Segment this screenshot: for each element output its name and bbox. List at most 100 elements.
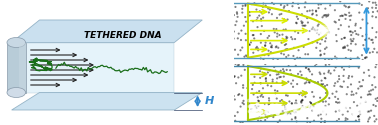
- Point: [346, 12, 352, 14]
- Text: H: H: [372, 26, 378, 36]
- Point: [312, 29, 318, 31]
- Point: [326, 112, 332, 114]
- Point: [243, 33, 249, 35]
- Point: [367, 117, 373, 119]
- Point: [365, 94, 371, 96]
- Point: [268, 46, 274, 48]
- Point: [333, 21, 339, 23]
- Point: [257, 70, 263, 72]
- Point: [304, 81, 310, 83]
- Point: [356, 12, 363, 14]
- Point: [277, 119, 283, 121]
- Point: [373, 36, 378, 38]
- Point: [295, 104, 301, 106]
- Point: [309, 110, 315, 112]
- Point: [343, 112, 349, 114]
- Point: [271, 66, 277, 68]
- Point: [322, 121, 328, 123]
- Point: [311, 120, 317, 122]
- Point: [286, 104, 292, 106]
- Point: [235, 16, 241, 18]
- Point: [281, 76, 287, 78]
- Point: [293, 65, 299, 67]
- Point: [332, 9, 338, 11]
- Point: [366, 90, 372, 92]
- Point: [234, 20, 240, 22]
- Point: [302, 53, 308, 55]
- Point: [276, 108, 282, 110]
- Point: [332, 82, 338, 84]
- Point: [288, 73, 294, 75]
- Point: [346, 26, 352, 28]
- Point: [309, 14, 315, 16]
- Point: [318, 54, 324, 56]
- Point: [316, 111, 322, 113]
- Point: [251, 2, 257, 4]
- Point: [348, 38, 354, 40]
- Point: [368, 89, 374, 91]
- Point: [298, 92, 304, 94]
- Point: [316, 7, 322, 9]
- Point: [363, 99, 369, 101]
- Point: [277, 100, 283, 102]
- Point: [307, 10, 313, 12]
- Point: [290, 80, 296, 82]
- Point: [265, 37, 271, 39]
- Point: [280, 29, 287, 31]
- Polygon shape: [7, 42, 26, 92]
- Point: [335, 98, 341, 100]
- Point: [348, 50, 354, 52]
- Point: [231, 95, 237, 97]
- Point: [302, 1, 308, 3]
- Point: [283, 106, 289, 108]
- Circle shape: [314, 27, 332, 34]
- Point: [263, 107, 269, 109]
- Point: [272, 89, 278, 91]
- Point: [351, 112, 357, 114]
- Point: [325, 14, 332, 16]
- Point: [257, 82, 263, 84]
- Point: [318, 105, 324, 107]
- Point: [288, 105, 294, 107]
- Point: [314, 108, 321, 110]
- Point: [321, 108, 327, 110]
- Point: [289, 118, 295, 120]
- Point: [343, 112, 349, 114]
- Point: [363, 101, 369, 103]
- Point: [237, 49, 243, 51]
- Point: [244, 55, 250, 57]
- Point: [323, 64, 329, 66]
- Point: [256, 15, 262, 17]
- Point: [363, 39, 369, 41]
- Point: [368, 39, 374, 41]
- Point: [372, 76, 378, 78]
- Point: [238, 75, 244, 77]
- Point: [286, 10, 292, 12]
- Point: [302, 82, 308, 84]
- Point: [258, 111, 264, 113]
- Point: [284, 36, 290, 38]
- Point: [261, 30, 267, 32]
- Point: [242, 5, 248, 7]
- Point: [288, 36, 294, 38]
- Point: [298, 101, 304, 103]
- Point: [281, 108, 287, 110]
- Point: [303, 92, 309, 94]
- Point: [369, 15, 375, 17]
- Point: [345, 49, 352, 51]
- Point: [353, 112, 359, 114]
- Point: [300, 25, 306, 27]
- Point: [282, 114, 288, 116]
- Point: [273, 92, 279, 94]
- Point: [274, 17, 280, 19]
- Point: [336, 105, 342, 107]
- Point: [321, 108, 327, 110]
- Point: [257, 77, 263, 79]
- Point: [251, 76, 257, 78]
- Point: [367, 52, 373, 54]
- Point: [254, 17, 260, 19]
- Point: [364, 22, 370, 24]
- Point: [297, 105, 303, 107]
- Point: [353, 23, 359, 25]
- Point: [338, 24, 344, 26]
